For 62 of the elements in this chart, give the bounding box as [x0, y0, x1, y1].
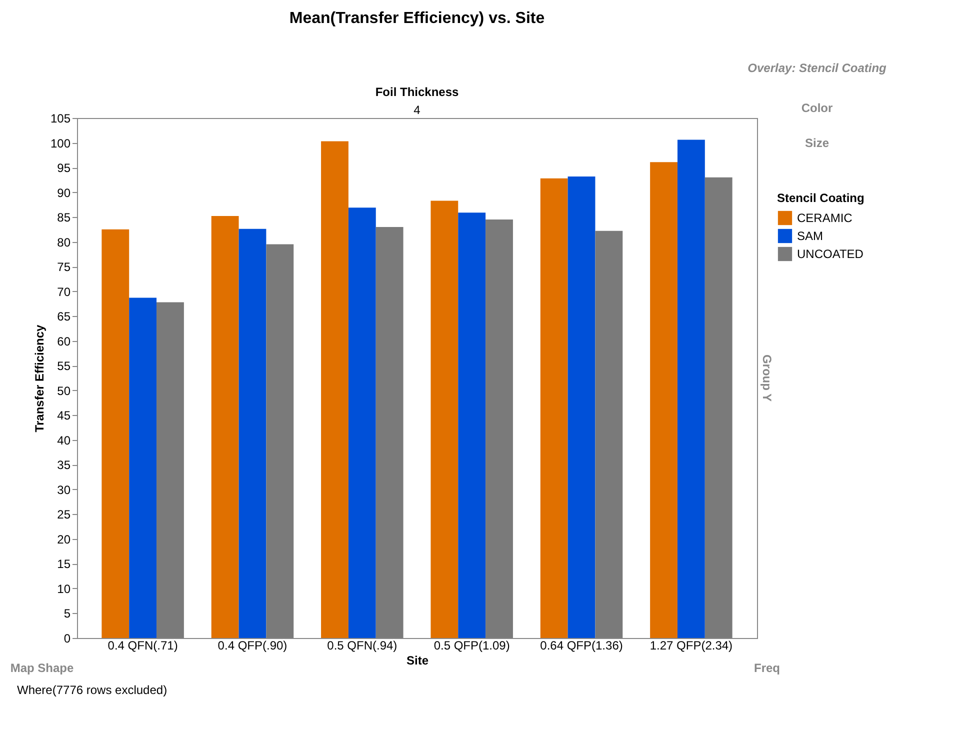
bar [129, 298, 157, 638]
y-tick-label: 85 [57, 210, 71, 225]
y-tick-label: 10 [57, 582, 71, 596]
y-tick-label: 70 [57, 284, 71, 299]
bar [156, 302, 184, 638]
bar [321, 141, 348, 638]
legend-label: CERAMIC [797, 211, 853, 225]
text: Overlay: Stencil Coating [748, 61, 888, 75]
text: Map Shape [10, 661, 74, 675]
y-tick-label: 100 [50, 136, 71, 150]
text: Group Y [760, 354, 774, 402]
legend-title: Stencil Coating [777, 191, 864, 205]
x-tick-label: 0.64 QFP(1.36) [540, 638, 623, 652]
y-tick-label: 45 [57, 408, 71, 423]
x-tick-label: 0.5 QFN(.94) [327, 638, 398, 652]
y-tick-label: 80 [57, 235, 71, 250]
y-tick-label: 25 [57, 508, 71, 522]
bar [430, 200, 458, 638]
text: Size [804, 136, 830, 150]
text: Where(7776 rows excluded) [17, 683, 168, 697]
y-tick-label: 95 [57, 161, 71, 176]
bar [238, 228, 266, 638]
y-tick-label: 30 [57, 482, 71, 497]
bar [704, 177, 732, 638]
x-tick-label: 0.4 QFN(.71) [108, 638, 178, 652]
x-tick-label: 1.27 QFP(2.34) [650, 638, 733, 652]
y-tick-label: 90 [57, 186, 71, 200]
y-tick-label: 20 [57, 532, 71, 546]
text: Color [801, 101, 833, 115]
bar [458, 212, 486, 638]
bar [677, 140, 705, 638]
y-tick-label: 40 [57, 433, 71, 448]
bar [595, 230, 623, 638]
legend-label: SAM [797, 229, 824, 243]
y-tick-label: 105 [50, 112, 71, 126]
bar [211, 216, 239, 638]
bar [486, 220, 513, 638]
y-tick-label: 60 [57, 334, 71, 348]
x-axis-title: Site [406, 654, 429, 668]
chart-title: Mean(Transfer Efficiency) vs. Site [289, 10, 545, 27]
y-tick-label: 55 [57, 359, 71, 374]
y-tick-label: 15 [57, 557, 71, 572]
bar [348, 208, 376, 638]
y-tick-label: 75 [57, 260, 71, 274]
legend-label: UNCOATED [797, 247, 864, 261]
y-tick-label: 35 [57, 458, 71, 472]
y-tick-label: 0 [64, 632, 71, 646]
y-tick-label: 5 [64, 606, 71, 621]
bar [376, 226, 404, 638]
bar [568, 176, 596, 638]
y-tick-label: 50 [57, 384, 71, 398]
x-tick-label: 0.4 QFP(.90) [218, 638, 288, 652]
bar [650, 162, 678, 638]
text: Freq [754, 661, 780, 675]
bar [540, 178, 568, 638]
y-axis-title: Transfer Efficiency [32, 324, 46, 432]
bar [102, 229, 130, 638]
bar [266, 244, 294, 638]
text: 4 [414, 103, 421, 117]
text: Foil Thickness [375, 85, 459, 99]
y-tick-label: 65 [57, 310, 71, 324]
x-tick-label: 0.5 QFP(1.09) [434, 638, 510, 652]
